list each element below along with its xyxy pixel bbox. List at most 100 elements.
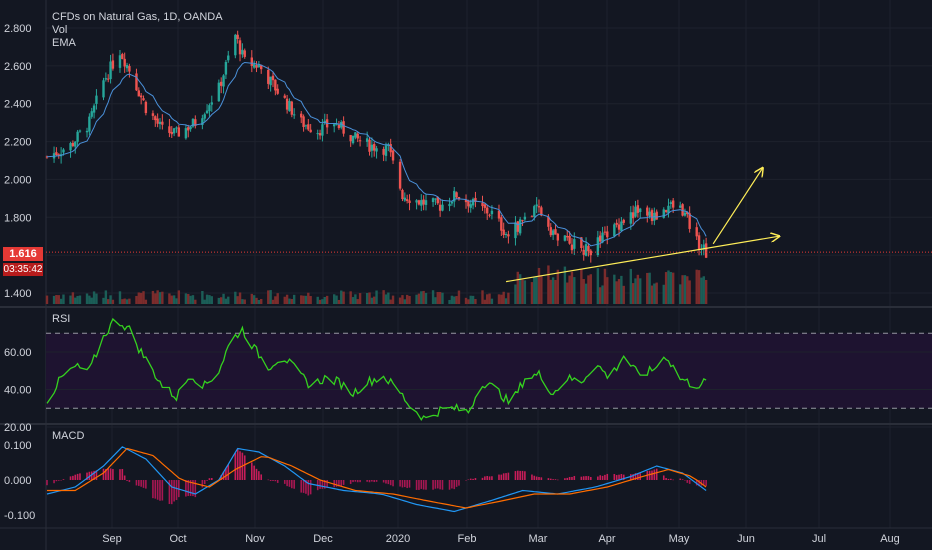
candle[interactable] bbox=[283, 93, 286, 99]
candle[interactable] bbox=[135, 68, 138, 91]
candle[interactable] bbox=[438, 198, 442, 217]
candle[interactable] bbox=[523, 212, 527, 222]
candle[interactable] bbox=[669, 200, 673, 209]
candle[interactable] bbox=[662, 207, 665, 219]
volume-indicator-label[interactable]: Vol bbox=[52, 24, 68, 36]
candle[interactable] bbox=[144, 100, 148, 116]
candle[interactable] bbox=[85, 127, 89, 138]
candle[interactable] bbox=[304, 124, 308, 130]
candle[interactable] bbox=[436, 196, 439, 205]
candle[interactable] bbox=[78, 129, 82, 133]
candle[interactable] bbox=[276, 84, 279, 95]
candle[interactable] bbox=[556, 232, 560, 247]
candle[interactable] bbox=[584, 237, 588, 257]
candle[interactable] bbox=[620, 217, 623, 232]
candle[interactable] bbox=[683, 208, 687, 217]
candle[interactable] bbox=[109, 54, 112, 84]
candle[interactable] bbox=[702, 239, 705, 256]
candle[interactable] bbox=[337, 120, 341, 130]
candle[interactable] bbox=[631, 205, 635, 226]
candle[interactable] bbox=[76, 129, 79, 147]
candle[interactable] bbox=[615, 219, 618, 228]
candle[interactable] bbox=[92, 103, 96, 119]
candle[interactable] bbox=[530, 215, 534, 218]
candle[interactable] bbox=[601, 226, 604, 244]
candle[interactable] bbox=[243, 48, 246, 59]
candle[interactable] bbox=[107, 74, 110, 83]
upside-arrow[interactable] bbox=[712, 168, 762, 245]
candle[interactable] bbox=[507, 230, 510, 244]
candle[interactable] bbox=[563, 235, 567, 242]
candle[interactable] bbox=[655, 209, 658, 220]
rsi-pane-label[interactable]: RSI bbox=[52, 313, 71, 325]
candle[interactable] bbox=[55, 147, 58, 156]
candle[interactable] bbox=[95, 89, 98, 110]
candle[interactable] bbox=[128, 63, 131, 78]
candle[interactable] bbox=[368, 137, 371, 156]
candle[interactable] bbox=[175, 126, 178, 133]
candle[interactable] bbox=[568, 231, 571, 245]
candle[interactable] bbox=[650, 208, 654, 225]
candle[interactable] bbox=[210, 95, 213, 112]
candle[interactable] bbox=[405, 194, 409, 204]
candle[interactable] bbox=[448, 197, 451, 212]
candle[interactable] bbox=[123, 52, 126, 73]
candle[interactable] bbox=[373, 141, 376, 157]
candle[interactable] bbox=[104, 72, 108, 82]
macd-pane-label[interactable]: MACD bbox=[52, 430, 85, 442]
candle[interactable] bbox=[224, 59, 228, 80]
candle[interactable] bbox=[356, 131, 359, 143]
candle[interactable] bbox=[172, 127, 176, 137]
candle[interactable] bbox=[241, 43, 244, 58]
candle[interactable] bbox=[514, 216, 517, 246]
candle[interactable] bbox=[629, 206, 633, 230]
candle[interactable] bbox=[271, 71, 275, 88]
candle[interactable] bbox=[486, 205, 489, 220]
candle[interactable] bbox=[269, 76, 272, 92]
price-axis[interactable]: 2.800 2.600 2.400 2.200 2.000 1.800 1.400 60.00… bbox=[4, 23, 35, 522]
candle[interactable] bbox=[342, 116, 345, 137]
candle[interactable] bbox=[250, 50, 254, 73]
candle[interactable] bbox=[403, 192, 407, 202]
candle[interactable] bbox=[667, 198, 670, 218]
candle[interactable] bbox=[234, 33, 237, 59]
candle[interactable] bbox=[125, 62, 129, 72]
candle[interactable] bbox=[497, 204, 501, 222]
candle[interactable] bbox=[554, 224, 557, 235]
candle[interactable] bbox=[415, 199, 418, 210]
candle[interactable] bbox=[471, 197, 475, 210]
candle[interactable] bbox=[488, 213, 491, 218]
candle[interactable] bbox=[158, 118, 162, 130]
candle[interactable] bbox=[636, 199, 640, 218]
candle[interactable] bbox=[194, 115, 197, 129]
candle[interactable] bbox=[502, 222, 505, 239]
candle[interactable] bbox=[679, 201, 682, 209]
candle[interactable] bbox=[45, 155, 49, 159]
candle[interactable] bbox=[387, 142, 390, 152]
candle[interactable] bbox=[139, 92, 143, 105]
candle[interactable] bbox=[695, 222, 698, 240]
candle[interactable] bbox=[398, 159, 402, 191]
candle[interactable] bbox=[464, 194, 468, 209]
candle[interactable] bbox=[274, 79, 277, 96]
candle[interactable] bbox=[370, 137, 374, 158]
candle[interactable] bbox=[580, 237, 583, 252]
ema-indicator-label[interactable]: EMA bbox=[52, 37, 76, 49]
candle[interactable] bbox=[208, 103, 211, 117]
price-candles[interactable] bbox=[45, 30, 708, 263]
candle[interactable] bbox=[191, 118, 195, 128]
candle[interactable] bbox=[170, 126, 173, 138]
candle[interactable] bbox=[69, 141, 72, 158]
time-axis[interactable]: Sep Oct Nov Dec 2020 Feb Mar Apr May Jun Jul Aug bbox=[102, 533, 900, 545]
candle[interactable] bbox=[504, 232, 508, 238]
candle[interactable] bbox=[137, 87, 141, 97]
candle[interactable] bbox=[422, 195, 425, 211]
candle[interactable] bbox=[187, 124, 190, 138]
candle[interactable] bbox=[391, 149, 395, 165]
candle[interactable] bbox=[420, 194, 423, 212]
candle[interactable] bbox=[622, 218, 625, 226]
candle[interactable] bbox=[417, 199, 421, 206]
candle[interactable] bbox=[351, 135, 355, 145]
candle[interactable] bbox=[118, 50, 122, 73]
candle[interactable] bbox=[634, 200, 637, 218]
